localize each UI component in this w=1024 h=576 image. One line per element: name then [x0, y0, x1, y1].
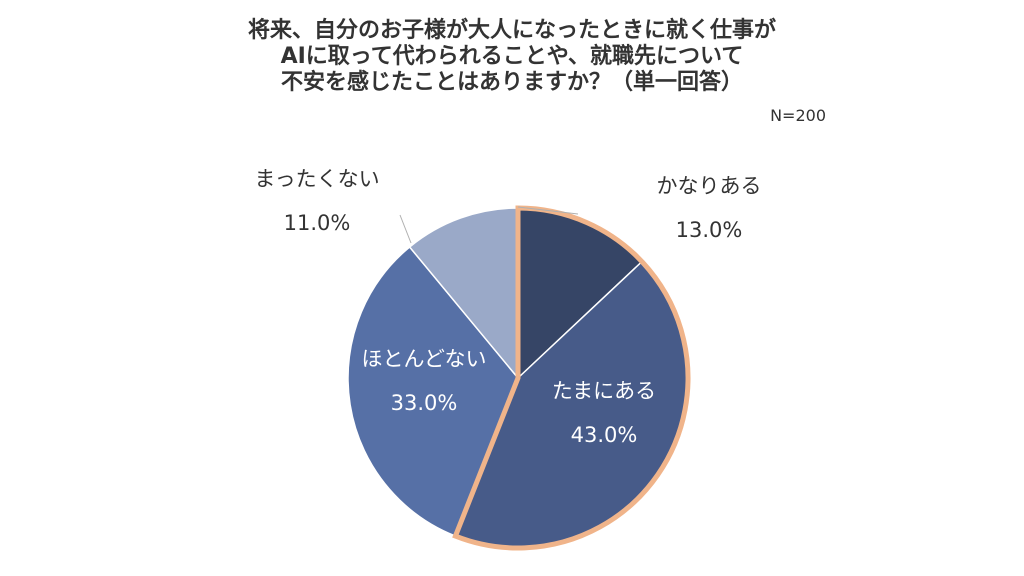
slice-label-1: かなりある — [657, 174, 762, 198]
sample-size-label: N=200 — [770, 106, 826, 125]
leader-line-4 — [399, 214, 412, 244]
leader-line-1 — [517, 206, 579, 215]
slice-label-3: ほとんどない — [362, 347, 487, 371]
slice-label-4: まったくない — [254, 167, 379, 191]
pie-slice-4 — [408, 207, 519, 381]
title-line-2: AIに取って代わられることや、就職先について — [280, 44, 744, 69]
slice-value-2: 43.0% — [571, 423, 638, 447]
title-line-1: 将来、自分のお子様が大人になったときに就く仕事が — [247, 18, 776, 43]
slice-label-2: たまにある — [552, 379, 656, 403]
slice-value-1: 13.0% — [676, 218, 743, 242]
pie-slice-3 — [347, 245, 519, 538]
title-line-3: 不安を感じたことはありますか？（単一回答） — [280, 70, 743, 95]
slice-value-4: 11.0% — [284, 211, 351, 235]
highlight-outline — [452, 205, 691, 551]
chart-title: 将来、自分のお子様が大人になったときに就く仕事が AIに取って代わられることや、… — [0, 18, 1024, 96]
slice-value-3: 33.0% — [391, 391, 458, 415]
